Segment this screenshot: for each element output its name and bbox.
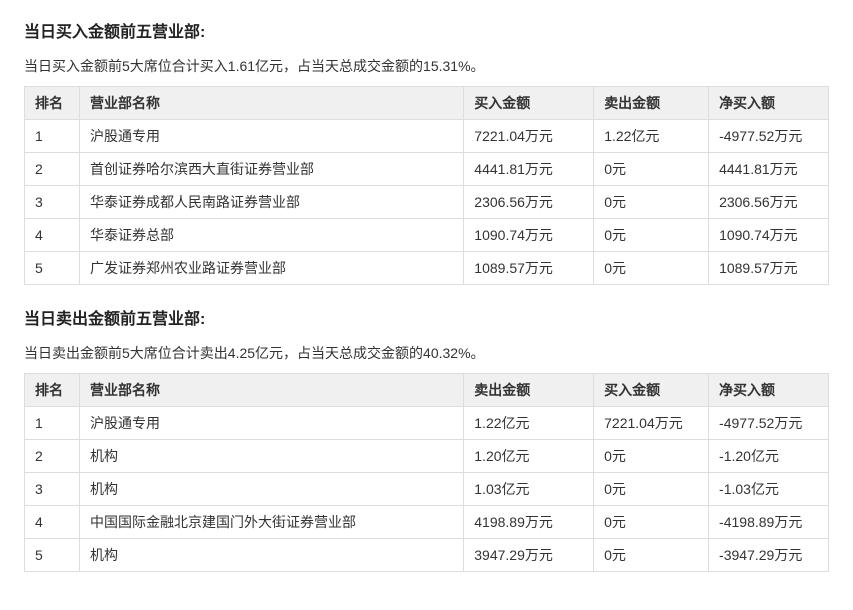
table-row: 2 机构 1.20亿元 0元 -1.20亿元 <box>25 440 829 473</box>
cell-branch: 沪股通专用 <box>79 120 463 153</box>
cell-sell: 3947.29万元 <box>464 539 594 572</box>
table-row: 4 华泰证券总部 1090.74万元 0元 1090.74万元 <box>25 219 829 252</box>
cell-sell: 0元 <box>594 219 709 252</box>
cell-net: -1.03亿元 <box>709 473 829 506</box>
table-row: 5 广发证券郑州农业路证券营业部 1089.57万元 0元 1089.57万元 <box>25 252 829 285</box>
header-net-amount: 净买入额 <box>709 87 829 120</box>
cell-net: 1090.74万元 <box>709 219 829 252</box>
cell-branch: 沪股通专用 <box>79 407 463 440</box>
header-sell-amount: 卖出金额 <box>464 374 594 407</box>
buy-section-title: 当日买入金额前五营业部: <box>24 18 829 42</box>
buy-table-head: 排名 营业部名称 买入金额 卖出金额 净买入额 <box>25 87 829 120</box>
cell-buy: 0元 <box>594 539 709 572</box>
cell-buy: 1089.57万元 <box>464 252 594 285</box>
cell-buy: 2306.56万元 <box>464 186 594 219</box>
buy-table: 排名 营业部名称 买入金额 卖出金额 净买入额 1 沪股通专用 7221.04万… <box>24 86 829 285</box>
cell-branch: 机构 <box>79 539 463 572</box>
cell-buy: 7221.04万元 <box>464 120 594 153</box>
cell-sell: 4198.89万元 <box>464 506 594 539</box>
cell-buy: 0元 <box>594 473 709 506</box>
cell-buy: 1090.74万元 <box>464 219 594 252</box>
cell-rank: 1 <box>25 407 80 440</box>
cell-rank: 5 <box>25 539 80 572</box>
cell-buy: 7221.04万元 <box>594 407 709 440</box>
sell-table: 排名 营业部名称 卖出金额 买入金额 净买入额 1 沪股通专用 1.22亿元 7… <box>24 373 829 572</box>
cell-net: -4977.52万元 <box>709 120 829 153</box>
cell-rank: 5 <box>25 252 80 285</box>
table-row: 1 沪股通专用 7221.04万元 1.22亿元 -4977.52万元 <box>25 120 829 153</box>
cell-sell: 1.20亿元 <box>464 440 594 473</box>
buy-section: 当日买入金额前五营业部: 当日买入金额前5大席位合计买入1.61亿元，占当天总成… <box>24 18 829 285</box>
cell-branch: 机构 <box>79 473 463 506</box>
buy-table-body: 1 沪股通专用 7221.04万元 1.22亿元 -4977.52万元 2 首创… <box>25 120 829 285</box>
cell-buy: 0元 <box>594 506 709 539</box>
cell-branch: 华泰证券成都人民南路证券营业部 <box>79 186 463 219</box>
sell-section-title: 当日卖出金额前五营业部: <box>24 305 829 329</box>
cell-rank: 4 <box>25 506 80 539</box>
cell-net: 1089.57万元 <box>709 252 829 285</box>
cell-net: -4198.89万元 <box>709 506 829 539</box>
cell-buy: 4441.81万元 <box>464 153 594 186</box>
cell-rank: 3 <box>25 186 80 219</box>
sell-table-body: 1 沪股通专用 1.22亿元 7221.04万元 -4977.52万元 2 机构… <box>25 407 829 572</box>
sell-section-desc: 当日卖出金额前5大席位合计卖出4.25亿元，占当天总成交金额的40.32%。 <box>24 343 829 363</box>
sell-table-head: 排名 营业部名称 卖出金额 买入金额 净买入额 <box>25 374 829 407</box>
cell-branch: 华泰证券总部 <box>79 219 463 252</box>
cell-rank: 1 <box>25 120 80 153</box>
cell-branch: 首创证券哈尔滨西大直街证券营业部 <box>79 153 463 186</box>
cell-net: 4441.81万元 <box>709 153 829 186</box>
cell-branch: 机构 <box>79 440 463 473</box>
cell-branch: 中国国际金融北京建国门外大街证券营业部 <box>79 506 463 539</box>
cell-sell: 0元 <box>594 153 709 186</box>
header-branch: 营业部名称 <box>79 87 463 120</box>
table-row: 3 机构 1.03亿元 0元 -1.03亿元 <box>25 473 829 506</box>
table-row: 4 中国国际金融北京建国门外大街证券营业部 4198.89万元 0元 -4198… <box>25 506 829 539</box>
cell-net: -3947.29万元 <box>709 539 829 572</box>
cell-rank: 2 <box>25 153 80 186</box>
cell-sell: 0元 <box>594 186 709 219</box>
buy-table-header-row: 排名 营业部名称 买入金额 卖出金额 净买入额 <box>25 87 829 120</box>
header-branch: 营业部名称 <box>79 374 463 407</box>
cell-rank: 3 <box>25 473 80 506</box>
cell-net: -1.20亿元 <box>709 440 829 473</box>
header-rank: 排名 <box>25 374 80 407</box>
buy-section-desc: 当日买入金额前5大席位合计买入1.61亿元，占当天总成交金额的15.31%。 <box>24 56 829 76</box>
header-buy-amount: 买入金额 <box>594 374 709 407</box>
sell-table-header-row: 排名 营业部名称 卖出金额 买入金额 净买入额 <box>25 374 829 407</box>
cell-sell: 1.03亿元 <box>464 473 594 506</box>
cell-sell: 1.22亿元 <box>594 120 709 153</box>
table-row: 1 沪股通专用 1.22亿元 7221.04万元 -4977.52万元 <box>25 407 829 440</box>
cell-branch: 广发证券郑州农业路证券营业部 <box>79 252 463 285</box>
cell-net: -4977.52万元 <box>709 407 829 440</box>
table-row: 3 华泰证券成都人民南路证券营业部 2306.56万元 0元 2306.56万元 <box>25 186 829 219</box>
cell-sell: 1.22亿元 <box>464 407 594 440</box>
cell-net: 2306.56万元 <box>709 186 829 219</box>
header-net-amount: 净买入额 <box>709 374 829 407</box>
cell-rank: 4 <box>25 219 80 252</box>
cell-sell: 0元 <box>594 252 709 285</box>
cell-buy: 0元 <box>594 440 709 473</box>
header-buy-amount: 买入金额 <box>464 87 594 120</box>
table-row: 5 机构 3947.29万元 0元 -3947.29万元 <box>25 539 829 572</box>
header-rank: 排名 <box>25 87 80 120</box>
sell-section: 当日卖出金额前五营业部: 当日卖出金额前5大席位合计卖出4.25亿元，占当天总成… <box>24 305 829 572</box>
cell-rank: 2 <box>25 440 80 473</box>
table-row: 2 首创证券哈尔滨西大直街证券营业部 4441.81万元 0元 4441.81万… <box>25 153 829 186</box>
header-sell-amount: 卖出金额 <box>594 87 709 120</box>
